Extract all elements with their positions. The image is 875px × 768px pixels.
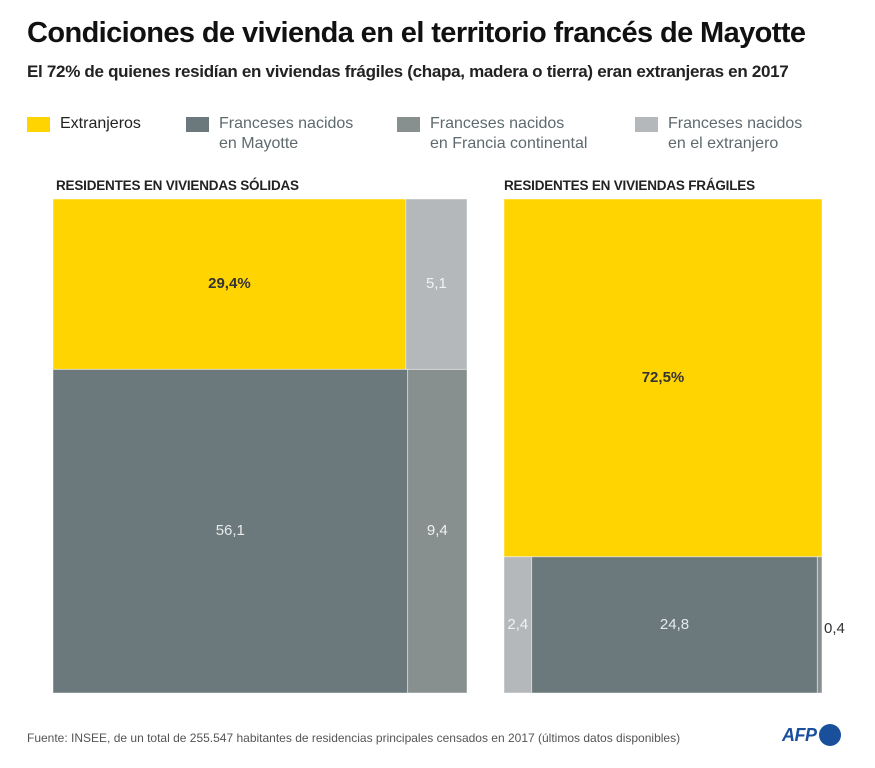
label-solidas-franceses-nacidos-en-francia-continental: 9,4 xyxy=(427,522,448,539)
label-fragiles-extranjeros: 72,5% xyxy=(642,369,685,386)
legend-label: Extranjeros xyxy=(60,115,141,132)
legend-label: Franceses nacidos en Francia continental xyxy=(430,115,588,152)
source-note: Fuente: INSEE, de un total de 255.547 ha… xyxy=(27,731,681,745)
legend-swatch xyxy=(635,117,658,132)
panel-title-fragiles: RESIDENTES EN VIVIENDAS FRÁGILES xyxy=(504,178,755,193)
cell-fragiles-franceses-nacidos-en-francia-continental xyxy=(816,556,823,694)
chart-title: Condiciones de vivienda en el territorio… xyxy=(27,17,806,49)
legend-swatch xyxy=(186,117,209,132)
legend-label: Franceses nacidos en el extranjero xyxy=(668,115,803,152)
legend-item-nacidos-mayotte: Franceses nacidos en Mayotte xyxy=(186,114,353,154)
panel-title-solidas: RESIDENTES EN VIVIENDAS SÓLIDAS xyxy=(56,178,299,193)
label-solidas-franceses-nacidos-en-mayotte: 56,1 xyxy=(216,522,245,539)
cell-fragiles-extranjeros xyxy=(503,198,823,558)
legend-label: Franceses nacidos en Mayotte xyxy=(219,115,354,152)
legend-item-nacidos-extranjero: Franceses nacidos en el extranjero xyxy=(635,114,802,154)
afp-logo-dot-icon xyxy=(818,724,841,746)
legend-item-nacidos-francia-continental: Franceses nacidos en Francia continental xyxy=(397,114,587,154)
cell-solidas-franceses-nacidos-en-francia-continental xyxy=(407,368,468,694)
legend-swatch xyxy=(27,117,50,132)
label-solidas-extranjeros: 29,4% xyxy=(208,275,251,292)
afp-logo-text: AFP xyxy=(782,724,817,745)
label-fragiles-franceses-nacidos-en-el-extranjero: 2,4 xyxy=(507,616,528,633)
cell-solidas-extranjeros xyxy=(52,198,407,370)
label-solidas-franceses-nacidos-en-el-extranjero: 5,1 xyxy=(426,275,447,292)
cell-fragiles-franceses-nacidos-en-mayotte xyxy=(531,556,818,694)
chart-subtitle: El 72% de quienes residían en viviendas … xyxy=(27,62,789,81)
legend-item-extranjeros: Extranjeros xyxy=(27,114,141,134)
legend: Extranjeros Franceses nacidos en Mayotte… xyxy=(0,114,875,164)
cell-solidas-franceses-nacidos-en-el-extranjero xyxy=(405,198,468,370)
cell-solidas-franceses-nacidos-en-mayotte xyxy=(52,368,409,694)
label-fragiles-franceses-nacidos-en-mayotte: 24,8 xyxy=(660,616,689,633)
legend-swatch xyxy=(397,117,420,132)
label-fragiles-franceses-nacidos-en-francia-continental: 0,4 xyxy=(824,620,845,637)
afp-logo: AFP xyxy=(782,724,841,746)
